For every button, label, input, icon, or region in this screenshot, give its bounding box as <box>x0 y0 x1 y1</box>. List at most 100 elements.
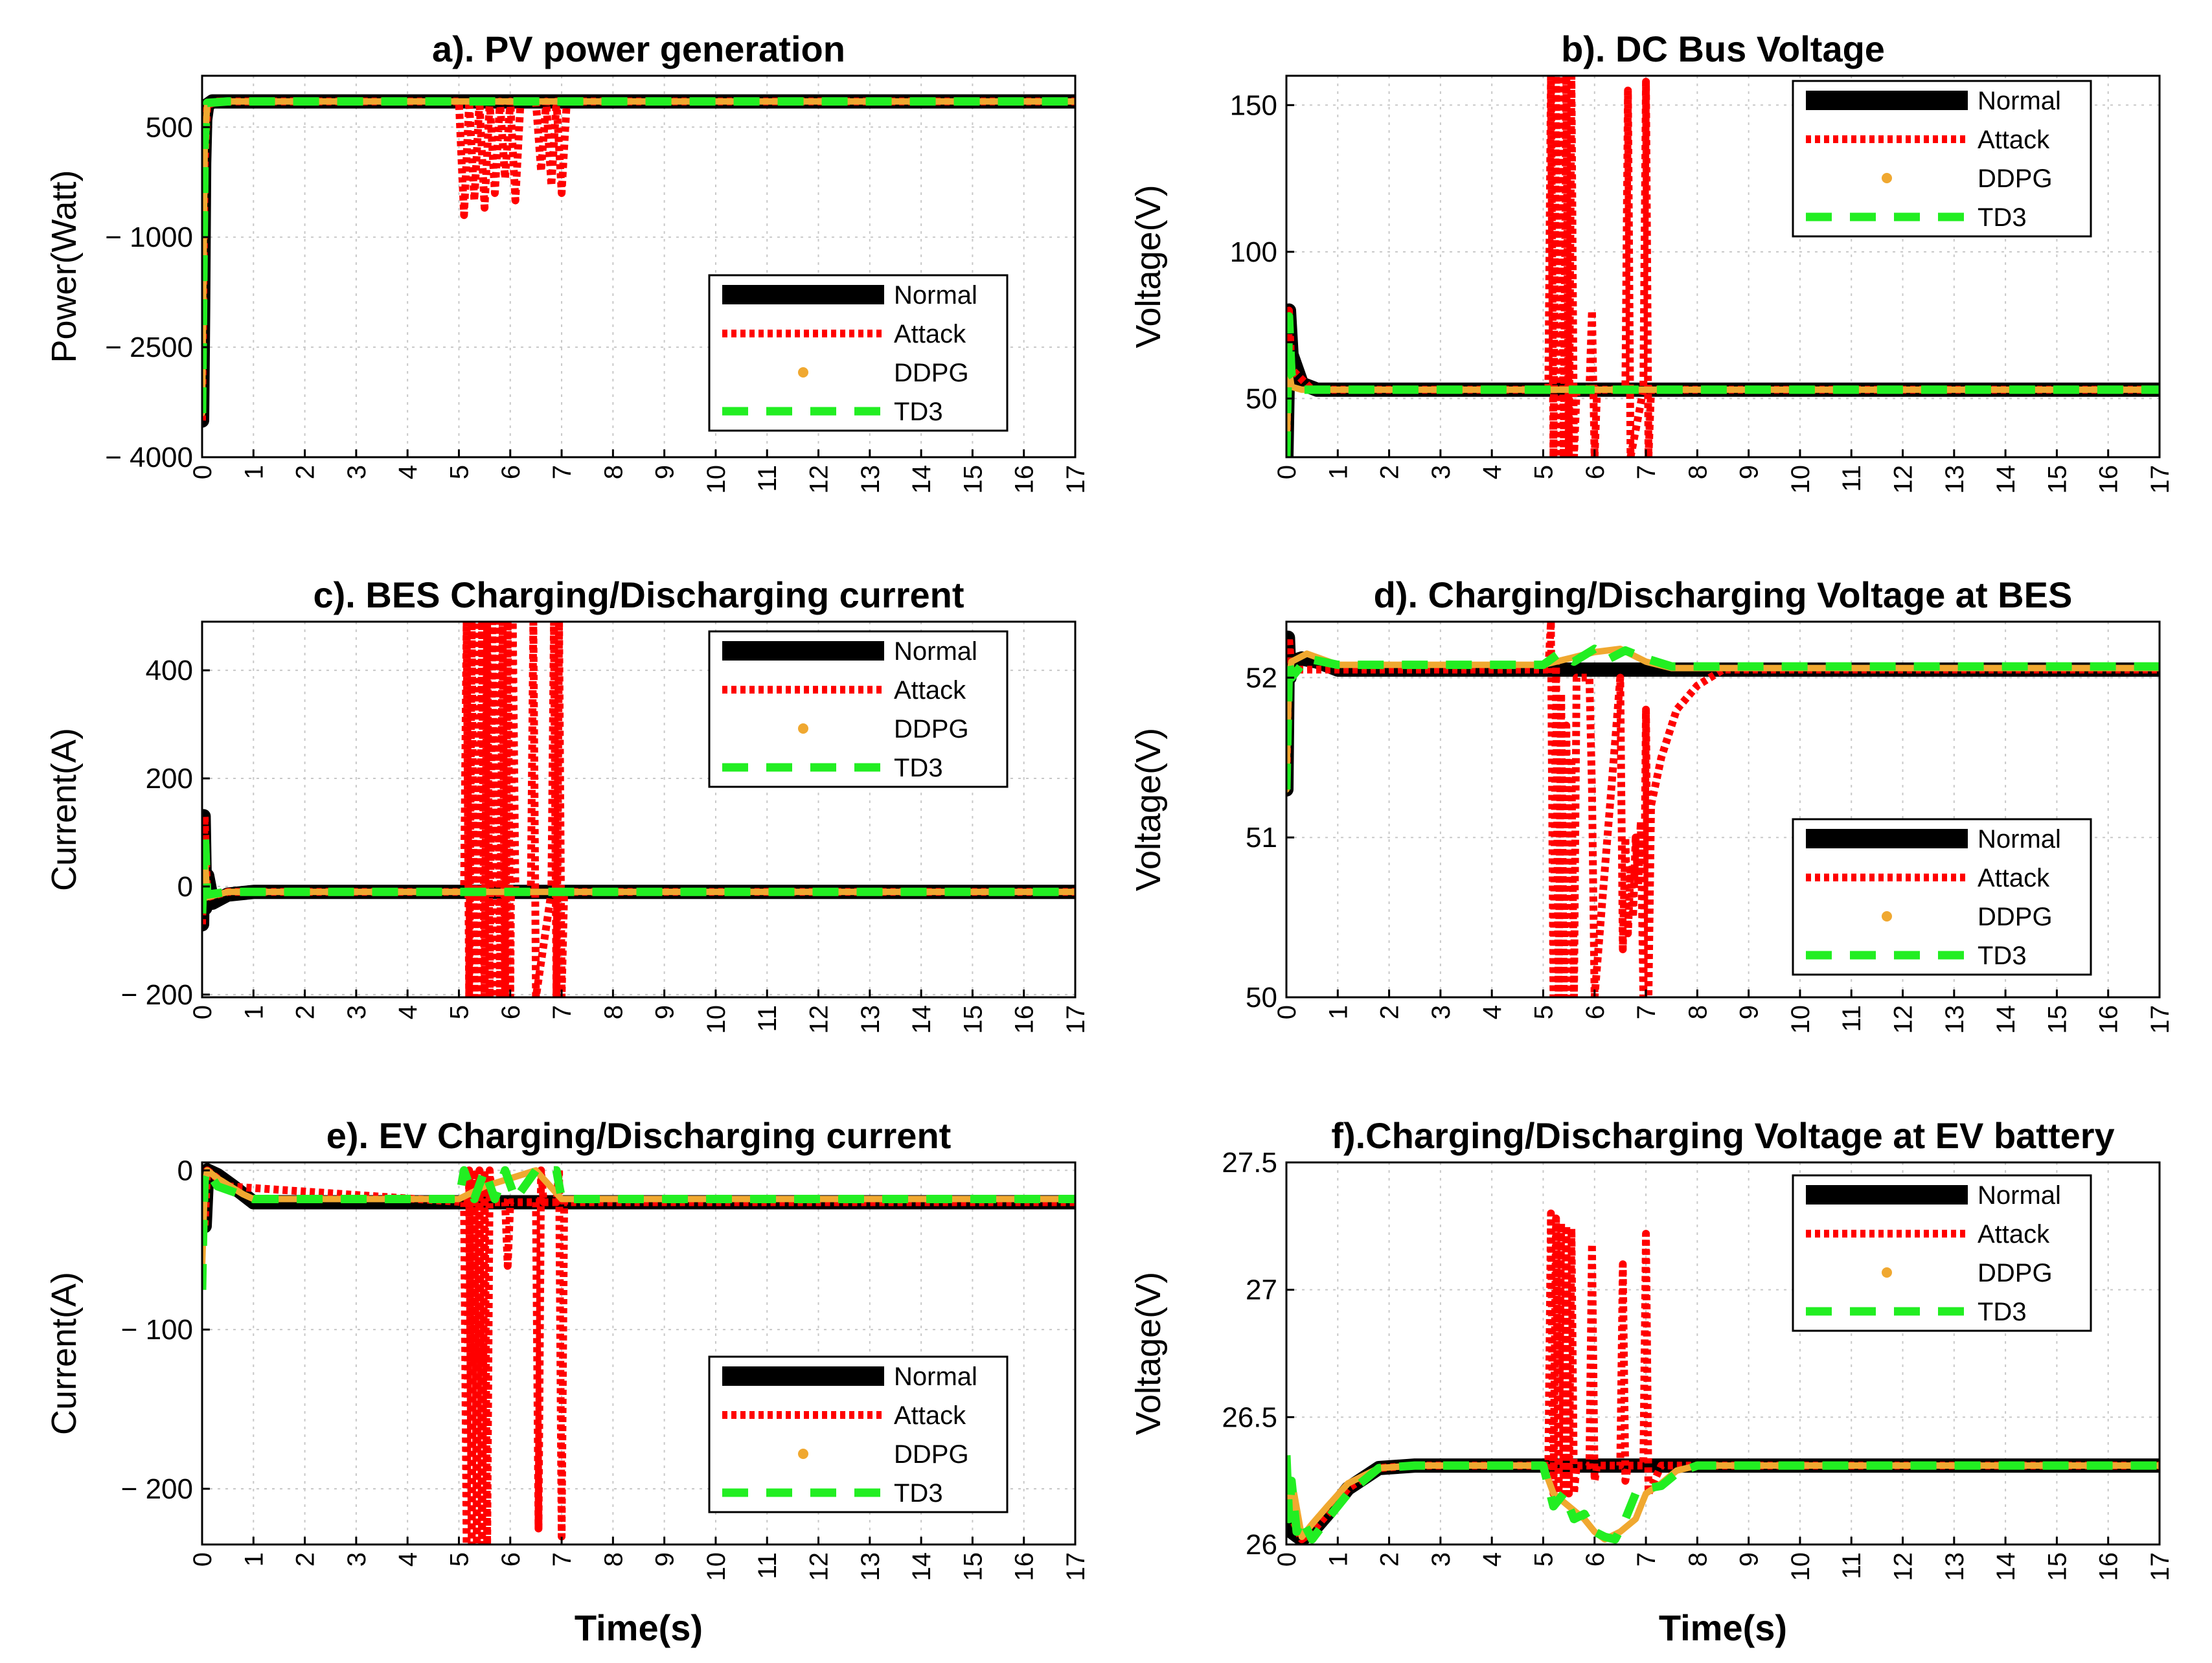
x-tick-label: 8 <box>599 1552 628 1567</box>
legend-marker-ddpg <box>1882 173 1892 183</box>
legend: Normal Attack DDPG TD3 <box>1792 1174 2092 1332</box>
y-tick-label: 150 <box>1230 89 1277 121</box>
x-tick-label: 5 <box>1529 1005 1558 1019</box>
y-tick-label: 100 <box>1230 236 1277 268</box>
x-tick-label: 14 <box>1992 1552 2020 1581</box>
axes-box <box>201 620 1077 999</box>
x-tick-label: 2 <box>291 1552 320 1567</box>
x-tick-label: 16 <box>2095 1005 2123 1034</box>
x-tick-label: 15 <box>959 1005 987 1034</box>
x-tick-label: 4 <box>1478 465 1507 479</box>
x-tick-label: 4 <box>394 1005 422 1019</box>
legend-marker-ddpg <box>798 367 808 378</box>
x-tick-label: 3 <box>343 1005 371 1019</box>
legend-marker-ddpg <box>1882 1267 1892 1278</box>
x-axis-label: Time(s) <box>575 1607 703 1648</box>
legend-label-td3: TD3 <box>1978 942 2027 970</box>
y-tick-label: 500 <box>146 111 193 143</box>
y-tick-label: − 200 <box>121 1473 193 1505</box>
x-tick-label: 13 <box>856 1552 885 1581</box>
x-tick-label: 17 <box>1062 1552 1090 1581</box>
legend: Normal Attack DDPG TD3 <box>1792 80 2092 238</box>
x-tick-label: 14 <box>1992 465 2020 494</box>
axes-box <box>201 1161 1077 1546</box>
x-tick-label: 13 <box>1941 465 1969 494</box>
y-tick-label: 27 <box>1246 1274 1277 1306</box>
x-tick-label: 13 <box>856 1005 885 1034</box>
y-tick-label: 27.5 <box>1222 1147 1277 1179</box>
series-line-ddpg <box>1286 1462 2160 1543</box>
x-tick-label: 11 <box>1838 1005 1866 1032</box>
x-tick-label: 7 <box>548 465 576 479</box>
x-tick-label: 8 <box>599 1005 628 1019</box>
x-tick-label: 4 <box>1478 1552 1507 1567</box>
axes-box <box>1285 1161 2161 1546</box>
series-line-ddpg <box>202 850 1075 912</box>
axes-box <box>1285 620 2161 999</box>
x-tick-label: 14 <box>907 1005 936 1034</box>
chart-title: b). DC Bus Voltage <box>1561 28 1885 69</box>
y-axis-label: Current(A) <box>45 728 84 891</box>
chart-title: d). Charging/Discharging Voltage at BES <box>1374 574 2073 615</box>
x-tick-label: 1 <box>1324 1552 1352 1567</box>
series-line-normal <box>1286 1458 2160 1544</box>
x-tick-label: 10 <box>1786 1005 1815 1034</box>
x-tick-label: 10 <box>702 1005 731 1034</box>
x-tick-label: 2 <box>1376 1552 1404 1567</box>
x-tick-label: 2 <box>291 1005 320 1019</box>
legend-marker-ddpg <box>1882 911 1892 922</box>
x-tick-label: 16 <box>1010 1552 1039 1581</box>
x-tick-label: 0 <box>1273 465 1301 479</box>
legend-marker-ddpg <box>798 723 808 734</box>
x-tick-label: 7 <box>548 1005 576 1019</box>
y-tick-label: 0 <box>177 871 193 903</box>
x-tick-label: 11 <box>753 1005 782 1032</box>
legend: Normal Attack DDPG TD3 <box>708 274 1009 432</box>
legend-label-ddpg: DDPG <box>1978 1259 2053 1287</box>
legend-marker-ddpg <box>798 1449 808 1459</box>
chart-panel-6: 0 1 2 3 4 5 6 7 8 9 10 11 12 13 14 15 16 172626.52727.5f)… <box>1129 1115 2174 1648</box>
x-tick-label: 5 <box>445 1005 473 1019</box>
legend-label-td3: TD3 <box>894 754 943 782</box>
x-tick-label: 0 <box>1273 1552 1301 1567</box>
axes-box <box>201 74 1077 458</box>
x-tick-label: 16 <box>2095 1552 2123 1581</box>
chart-title: e). EV Charging/Discharging current <box>326 1115 952 1156</box>
series-group <box>202 1163 1075 1544</box>
chart-panel-5: 0 1 2 3 4 5 6 7 8 9 10 11 12 13 14 15 16 17− 200− 1000e).… <box>45 1115 1090 1648</box>
series-group <box>1286 622 2160 997</box>
legend: Normal Attack DDPG TD3 <box>708 1355 1009 1513</box>
x-tick-label: 0 <box>188 1005 217 1019</box>
x-tick-label: 15 <box>2043 1552 2071 1581</box>
x-tick-label: 9 <box>1735 1552 1764 1567</box>
x-tick-label: 9 <box>651 1005 679 1019</box>
x-tick-label: 1 <box>240 1005 268 1019</box>
series-line-normal <box>1286 630 2160 797</box>
x-tick-label: 7 <box>548 1552 576 1567</box>
series-line-normal <box>1286 303 2160 457</box>
x-tick-label: 17 <box>2146 465 2174 494</box>
series-line-td3 <box>1286 644 2160 790</box>
x-tick-label: 12 <box>1889 1552 1918 1581</box>
x-tick-label: 11 <box>753 1552 782 1579</box>
legend-label-normal: Normal <box>894 1363 977 1391</box>
legend: Normal Attack DDPG TD3 <box>1792 818 2092 976</box>
x-tick-label: 13 <box>1941 1552 1969 1581</box>
x-tick-label: 6 <box>497 1552 525 1567</box>
axes-box <box>1285 74 2161 458</box>
y-tick-label: 200 <box>146 763 193 795</box>
legend-label-normal: Normal <box>1978 1181 2061 1210</box>
y-axis-label: Current(A) <box>45 1272 84 1435</box>
x-tick-label: 16 <box>1010 465 1039 494</box>
x-tick-label: 8 <box>1683 1552 1712 1567</box>
x-tick-label: 7 <box>1632 1005 1661 1019</box>
x-tick-label: 3 <box>1427 465 1455 479</box>
x-tick-label: 6 <box>1581 1005 1610 1019</box>
x-tick-label: 17 <box>1062 465 1090 494</box>
x-tick-label: 8 <box>1683 1005 1712 1019</box>
x-tick-label: 6 <box>1581 465 1610 479</box>
x-tick-label: 1 <box>1324 465 1352 479</box>
y-tick-label: 400 <box>146 655 193 686</box>
y-axis-label: Voltage(V) <box>1129 1272 1168 1435</box>
